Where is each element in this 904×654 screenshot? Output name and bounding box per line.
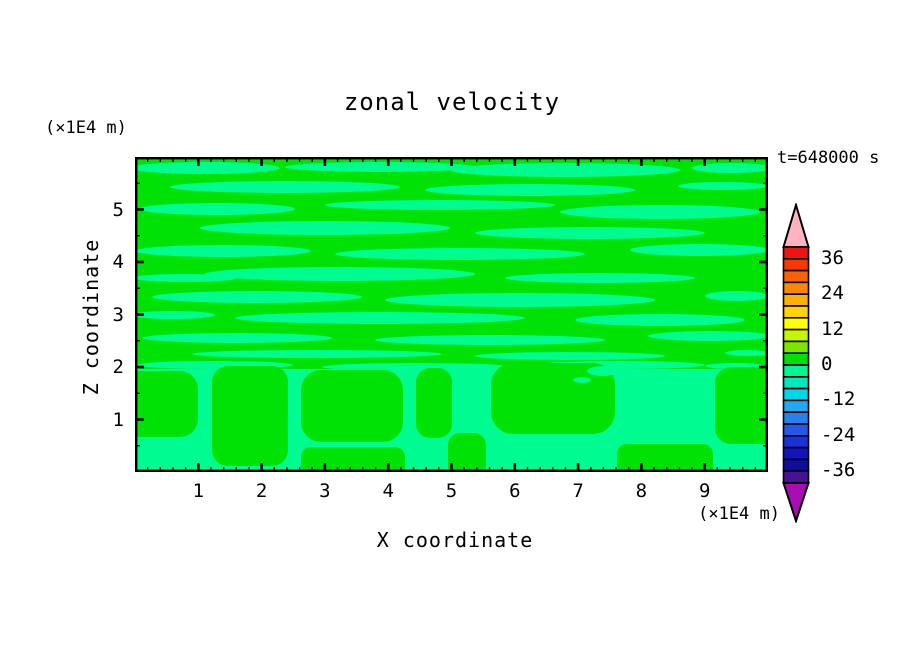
contour-band-negative: [135, 311, 215, 319]
colorbar-segment: [782, 257, 810, 272]
contour-band-negative: [335, 248, 585, 260]
colorbar-over-arrow: [782, 203, 810, 248]
contour-band-negative: [692, 163, 768, 173]
contour-plot: [135, 157, 768, 472]
colorbar-segment: [782, 340, 810, 354]
colorbar-segment: [782, 293, 810, 307]
x-tick-label: 7: [572, 480, 584, 502]
colorbar-segment: [782, 305, 810, 319]
colorbar: [782, 203, 810, 523]
contour-band-negative: [475, 352, 665, 360]
y-tick-label: 4: [112, 251, 124, 273]
contour-eye-negative: [587, 366, 619, 376]
contour-band-negative: [725, 350, 768, 356]
x-axis-unit-label: (×1E4 m): [698, 504, 780, 524]
contour-band-negative: [170, 181, 400, 193]
y-tick-label: 1: [112, 408, 124, 431]
contour-band-negative: [450, 163, 680, 177]
contour-band-negative: [235, 312, 525, 324]
contour-band-negative: [142, 333, 332, 343]
colorbar-tick-label: -36: [821, 459, 856, 482]
contour-band-negative: [205, 267, 475, 281]
contour-band-negative: [135, 274, 237, 282]
x-axis-title: X coordinate: [376, 528, 534, 552]
contour-field: [135, 157, 768, 472]
colorbar-tick-label: 0: [821, 353, 833, 375]
contour-band-negative: [192, 350, 442, 358]
colorbar-tick-label: -12: [821, 388, 856, 411]
contour-blob-positive: [212, 366, 288, 466]
colorbar-segment: [782, 435, 810, 449]
x-tick-label: 3: [319, 480, 331, 502]
contour-blob-positive: [617, 444, 713, 472]
x-tick-label: 4: [382, 480, 394, 502]
x-tick-label: 1: [192, 480, 205, 502]
plot-frame: [135, 157, 768, 472]
contour-band-negative: [375, 335, 605, 345]
colorbar-segment: [782, 352, 810, 366]
colorbar-tick-label: 36: [821, 246, 844, 269]
contour-blob-positive: [416, 368, 452, 438]
x-tick-label: 2: [255, 480, 268, 502]
contour-band-negative: [505, 273, 695, 283]
contour-band-negative: [325, 200, 555, 210]
contour-blob-positive: [715, 367, 768, 444]
x-tick-label: 9: [698, 480, 711, 502]
colorbar-segment: [782, 458, 810, 472]
colorbar-segment: [782, 246, 810, 260]
colorbar-segment: [782, 317, 810, 331]
contour-blob-positive: [301, 370, 403, 442]
x-tick-label: 5: [445, 480, 458, 502]
contour-band-negative: [705, 291, 768, 301]
colorbar-segment: [782, 446, 810, 461]
contour-band-negative: [385, 293, 655, 307]
colorbar-segment: [782, 470, 810, 484]
contour-band-negative: [135, 245, 311, 257]
y-tick-label: 3: [112, 303, 124, 326]
colorbar-segment: [782, 328, 810, 343]
colorbar-under-arrow: [782, 482, 810, 523]
contour-blob-positive: [448, 433, 486, 472]
contour-band-negative: [425, 184, 635, 196]
contour-band-negative: [560, 205, 760, 219]
contour-eye-negative: [573, 377, 591, 383]
colorbar-segment: [782, 387, 810, 402]
contour-band-negative: [200, 221, 450, 235]
colorbar-segment: [782, 269, 810, 284]
y-tick-label: 2: [112, 356, 124, 378]
y-tick-label: 5: [112, 198, 124, 221]
contour-band-negative: [648, 331, 768, 341]
y-axis-unit-label: (×1E4 m): [45, 118, 127, 138]
colorbar-tick-label: 12: [821, 317, 844, 340]
time-label: t=648000 s: [777, 148, 880, 168]
contour-blob-positive: [135, 371, 198, 437]
colorbar-segment: [782, 411, 810, 425]
colorbar-segment: [782, 423, 810, 437]
contour-band-negative: [152, 291, 362, 303]
x-tick-label: 6: [509, 480, 521, 502]
contour-band-negative: [630, 244, 768, 256]
colorbar-segment: [782, 281, 810, 296]
colorbar-tick-label: -24: [821, 423, 856, 446]
colorbar-segment: [782, 399, 810, 413]
contour-band-negative: [575, 314, 745, 326]
contour-band-negative: [139, 203, 295, 215]
colorbar-tick-label: 24: [821, 282, 844, 305]
contour-band-negative: [475, 227, 705, 239]
colorbar-segment: [782, 364, 810, 378]
contour-band-negative: [285, 162, 475, 172]
x-tick-label: 8: [635, 480, 648, 502]
contour-blob-positive: [301, 447, 405, 472]
contour-band-negative: [678, 182, 768, 190]
contour-band-negative: [135, 162, 280, 174]
page-title: zonal velocity: [343, 88, 561, 116]
colorbar-segment: [782, 376, 810, 390]
